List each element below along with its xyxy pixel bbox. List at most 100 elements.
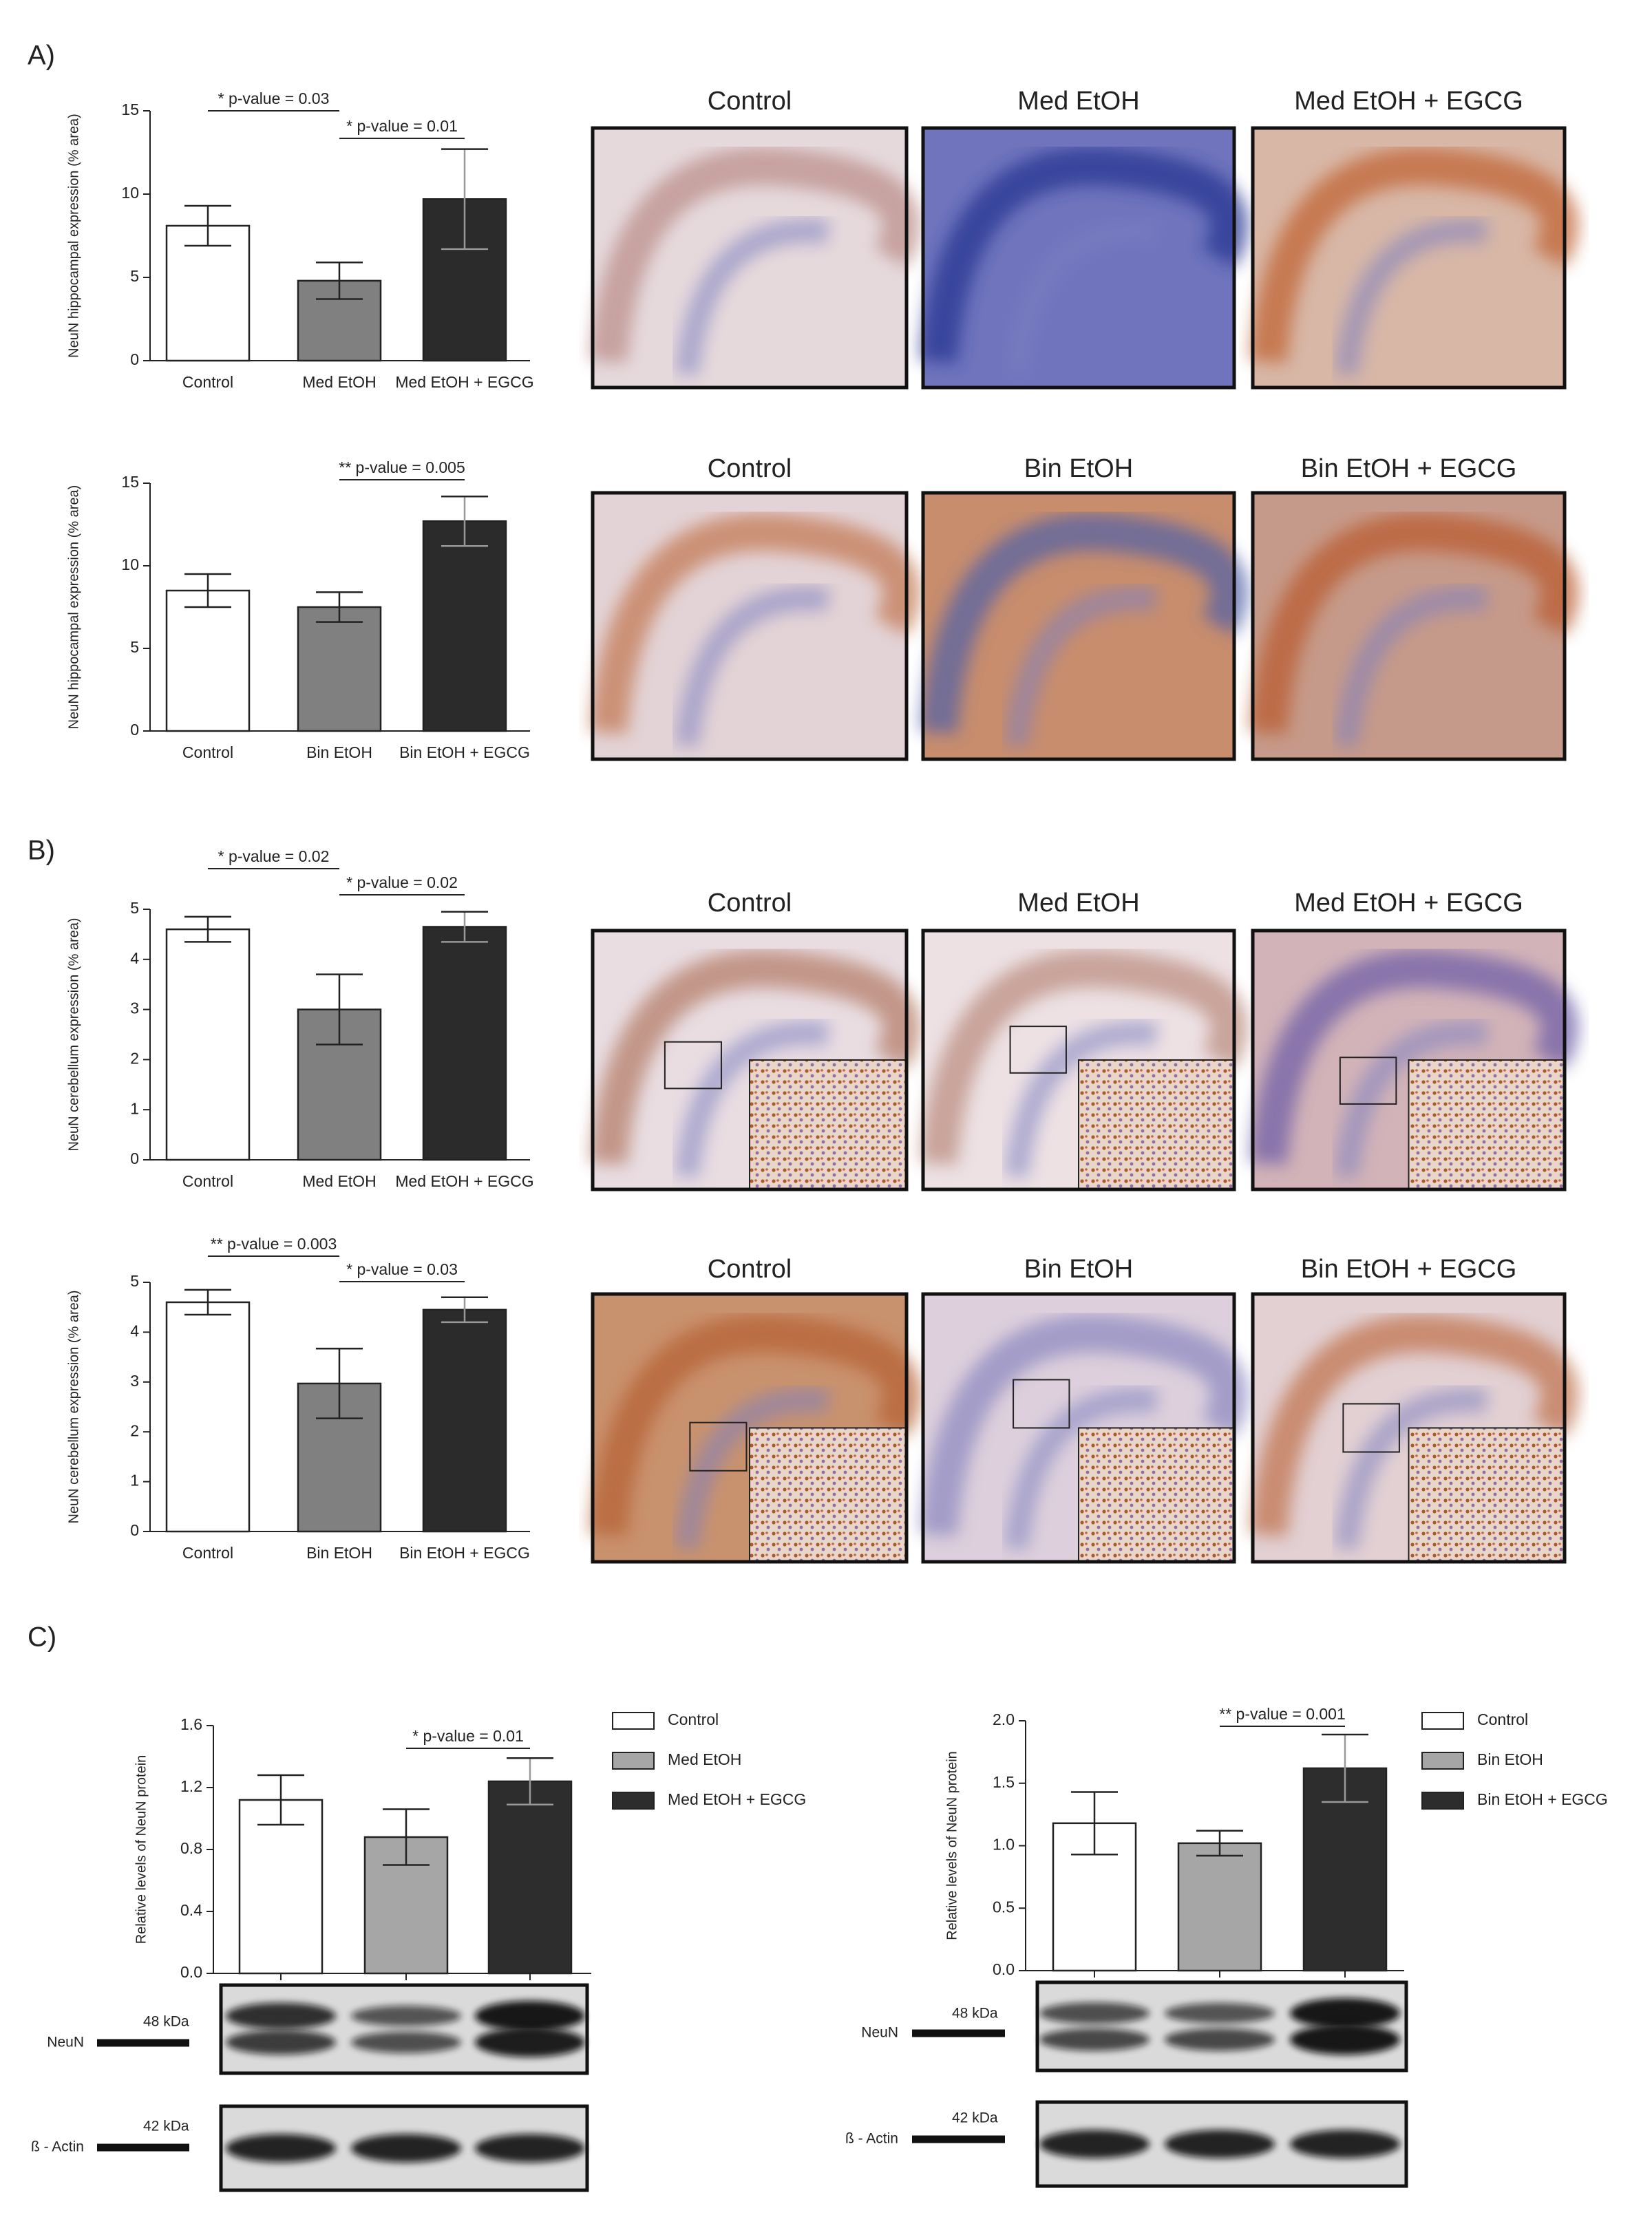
tissue-region [589,513,921,734]
tissue-region [920,1314,1249,1537]
y-tick-label: 15 [121,473,139,491]
bar [165,928,251,1161]
blot-frame [219,1983,589,2075]
y-tick-label: 10 [121,184,139,202]
inset-image [1078,1427,1235,1562]
y-tick-label: 5 [130,899,139,917]
y-tick-label: 3 [130,1372,139,1390]
micrograph-title: Control [708,889,792,918]
significance-label: ** p-value = 0.005 [339,458,465,476]
micrograph-title: Control [708,1255,792,1284]
micrograph [589,1292,921,1564]
tissue-region [1004,586,1158,748]
panel-label: A) [28,41,55,71]
micrograph-frame [921,1292,1236,1564]
tissue-region [589,949,921,1165]
legend-label: Bin EtOH + EGCG [1477,1790,1608,1808]
blot-band [1165,2002,1275,2024]
y-tick-label: 10 [121,555,139,573]
error-bar [316,261,363,300]
micrograph [1249,491,1579,761]
y-tick-label: 1.6 [180,1715,202,1733]
y-tick-label: 15 [121,100,139,118]
micrograph [920,1292,1249,1564]
marker-size: 42 kDa [143,2119,189,2134]
inset-image [1408,1427,1565,1562]
y-axis-label: Relative levels of NeuN protein [134,1755,149,1944]
blot-band [475,2027,585,2057]
bar [165,589,251,732]
legend-swatch [612,1752,655,1770]
tissue-region [1249,949,1579,1165]
y-tick-label: 0 [130,350,139,368]
y-tick-label: 0 [130,1149,139,1167]
inset-box [1342,1403,1400,1453]
y-axis-label: NeuN hippocampal expression (% area) [66,485,81,730]
significance-label: ** p-value = 0.003 [211,1235,337,1253]
micrograph-title: Control [708,87,792,116]
y-tick-label: 1 [130,1099,139,1117]
inset-box [1339,1057,1397,1105]
micrograph [1249,1292,1579,1564]
y-tick-label: 3 [130,999,139,1017]
blot-band [351,2134,461,2163]
legend-swatch [612,1712,655,1730]
micrograph-frame [591,491,909,761]
y-axis-label: NeuN cerebellum expression (% area) [66,918,81,1151]
tissue-region [675,218,829,376]
error-bar [383,1808,430,1866]
y-tick-label: 1.5 [993,1773,1015,1791]
error-bar [316,973,363,1046]
x-tick-label: Med EtOH + EGCG [395,1172,533,1190]
micrograph-title: Bin EtOH [1024,1255,1133,1284]
significance-label: * p-value = 0.02 [346,873,458,891]
micrograph [920,929,1249,1191]
protein-name: ß - Actin [845,2131,898,2147]
significance-label: * p-value = 0.01 [412,1727,524,1745]
tissue-region [1249,147,1579,363]
tissue-region [1004,1388,1158,1550]
micrograph-frame [591,929,909,1191]
bar [238,1799,324,1975]
y-tick-label: 0.0 [993,1960,1015,1978]
x-tick-label: Control [182,373,233,391]
micrograph [920,126,1249,390]
y-tick-label: 0.0 [180,1963,202,1981]
blot-band [1039,2130,1150,2159]
tissue-region [920,147,1249,363]
x-tick-label: Control [182,1172,233,1190]
error-bar [1196,1830,1243,1857]
inset-image [749,1059,907,1190]
y-tick-label: 4 [130,949,139,967]
blot-band [1290,2024,1400,2055]
micrograph-title: Bin EtOH + EGCG [1301,454,1517,483]
error-bar [441,911,488,943]
error-bar [184,1289,231,1316]
blot-frame [219,2104,589,2192]
error-bar [184,915,231,943]
micrograph-title: Control [708,454,792,483]
y-tick-label: 1.0 [993,1836,1015,1854]
micrograph-title: Med EtOH [1017,87,1139,116]
y-tick-label: 0.8 [180,1839,202,1857]
error-bar [1071,1791,1118,1856]
y-axis-label: NeuN hippocampal expression (% area) [66,114,81,358]
y-axis-label: NeuN cerebellum expression (% area) [66,1290,81,1523]
tissue-region [589,147,921,363]
x-tick-label: Control [182,743,233,761]
blot-band [475,2000,585,2031]
significance-label: * p-value = 0.03 [346,1260,458,1278]
bar [297,606,382,732]
legend-label: Control [1477,1710,1528,1728]
panel-label: B) [28,836,55,866]
legend-label: Med EtOH + EGCG [668,1790,806,1808]
x-tick-label: Bin EtOH [306,743,372,761]
blot-frame [1035,1980,1408,2073]
error-bar [316,1348,363,1419]
marker-size: 42 kDa [952,2110,998,2126]
error-bar [184,573,231,608]
x-tick-label: Bin EtOH [306,1544,372,1562]
error-bar [184,204,231,247]
y-tick-label: 0 [130,1521,139,1539]
